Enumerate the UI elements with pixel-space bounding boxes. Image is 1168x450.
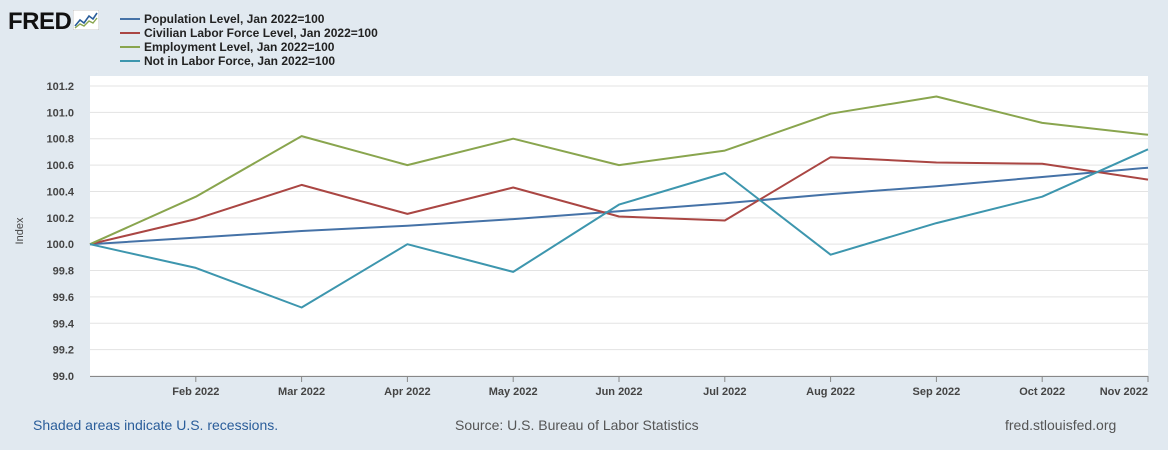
fred-logo[interactable]: FRED xyxy=(8,8,100,35)
plot-area xyxy=(90,76,1148,376)
legend-item-employment: Employment Level, Jan 2022=100 xyxy=(120,40,378,54)
series-line-employment xyxy=(89,95,1149,246)
series-line-population xyxy=(89,166,1149,246)
y-tick-label: 99.2 xyxy=(53,345,74,357)
site-link[interactable]: fred.stlouisfed.org xyxy=(1005,417,1117,433)
legend-swatch xyxy=(120,60,140,62)
legend-label: Civilian Labor Force Level, Jan 2022=100 xyxy=(144,26,378,40)
series-line-notinlabor xyxy=(89,148,1149,309)
x-tick-label: Mar 2022 xyxy=(278,386,325,398)
line-chart: 99.0 99.2 99.4 99.6 99.8 100.0 100.2 100.4 100.6… xyxy=(14,76,1149,398)
y-tick-label: 101.2 xyxy=(46,81,74,93)
x-tick-label: Nov 2022 xyxy=(1100,386,1148,398)
legend-swatch xyxy=(120,32,140,34)
source-note: Source: U.S. Bureau of Labor Statistics xyxy=(455,417,699,433)
legend-item-population: Population Level, Jan 2022=100 xyxy=(120,12,378,26)
y-tick-label: 99.4 xyxy=(53,318,75,330)
x-tick-label: Jun 2022 xyxy=(595,386,642,398)
x-tick-label: Jul 2022 xyxy=(703,386,746,398)
y-tick-label: 100.0 xyxy=(46,239,74,251)
x-tick-label: Sep 2022 xyxy=(913,386,961,398)
logo-text: FRED xyxy=(8,8,72,35)
y-tick-label: 100.6 xyxy=(46,160,74,172)
y-tick-label: 100.8 xyxy=(46,134,74,146)
x-tick-label: Feb 2022 xyxy=(172,386,219,398)
legend-swatch xyxy=(120,18,140,20)
x-tick-label: Oct 2022 xyxy=(1019,386,1065,398)
series-line-civilian xyxy=(89,156,1149,246)
y-tick-label: 101.0 xyxy=(46,107,74,119)
x-tick-label: Aug 2022 xyxy=(806,386,855,398)
legend-label: Population Level, Jan 2022=100 xyxy=(144,12,325,26)
y-tick-label: 99.6 xyxy=(53,292,74,304)
graph-icon xyxy=(73,10,100,30)
recession-note: Shaded areas indicate U.S. recessions. xyxy=(33,417,279,433)
legend-item-notinlabor: Not in Labor Force, Jan 2022=100 xyxy=(120,54,378,68)
legend-label: Employment Level, Jan 2022=100 xyxy=(144,40,335,54)
legend-swatch xyxy=(120,46,140,48)
y-tick-label: 99.8 xyxy=(53,266,74,278)
y-tick-label: 99.0 xyxy=(53,371,74,383)
chart-legend: Population Level, Jan 2022=100 Civilian L… xyxy=(120,12,378,68)
x-tick-label: May 2022 xyxy=(489,386,538,398)
y-axis-label: Index xyxy=(14,217,26,244)
legend-item-civilian: Civilian Labor Force Level, Jan 2022=100 xyxy=(120,26,378,40)
y-tick-label: 100.2 xyxy=(46,213,74,225)
y-tick-label: 100.4 xyxy=(46,186,74,198)
legend-label: Not in Labor Force, Jan 2022=100 xyxy=(144,54,336,68)
x-tick-label: Apr 2022 xyxy=(384,386,430,398)
